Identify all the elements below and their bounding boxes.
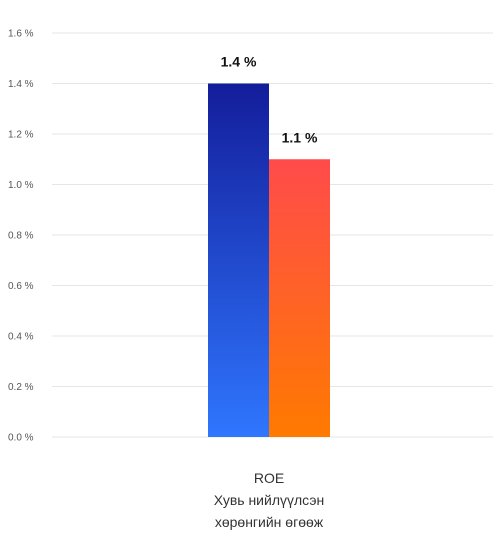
y-tick-label: 1.4 % [8, 79, 34, 90]
bar-value-label: 1.1 % [282, 129, 318, 145]
y-tick-label: 0.0 % [8, 433, 34, 444]
data-labels: 1.4 % 1.1 % [221, 54, 318, 146]
y-tick-label: 0.2 % [8, 382, 34, 393]
y-tick-label: 0.6 % [8, 281, 34, 292]
bar-series-1 [208, 83, 269, 437]
bar-series-2 [269, 159, 330, 437]
bars [208, 83, 330, 437]
category-labels: ROE Хувь нийлүүлсэн хөрөнгийн өгөөж [214, 470, 324, 530]
y-axis-ticks: 0.0 % 0.2 % 0.4 % 0.6 % 0.8 % 1.0 % 1.2 % 1.4 %… [8, 29, 34, 444]
y-tick-label: 1.6 % [8, 29, 34, 40]
category-label: Хувь нийлүүлсэн [214, 492, 324, 508]
category-label: ROE [254, 470, 284, 486]
y-tick-label: 0.8 % [8, 231, 34, 242]
y-tick-label: 0.4 % [8, 332, 34, 343]
bar-value-label: 1.4 % [221, 54, 257, 70]
y-tick-label: 1.0 % [8, 180, 34, 191]
y-tick-label: 1.2 % [8, 130, 34, 141]
category-label: хөрөнгийн өгөөж [215, 514, 324, 530]
